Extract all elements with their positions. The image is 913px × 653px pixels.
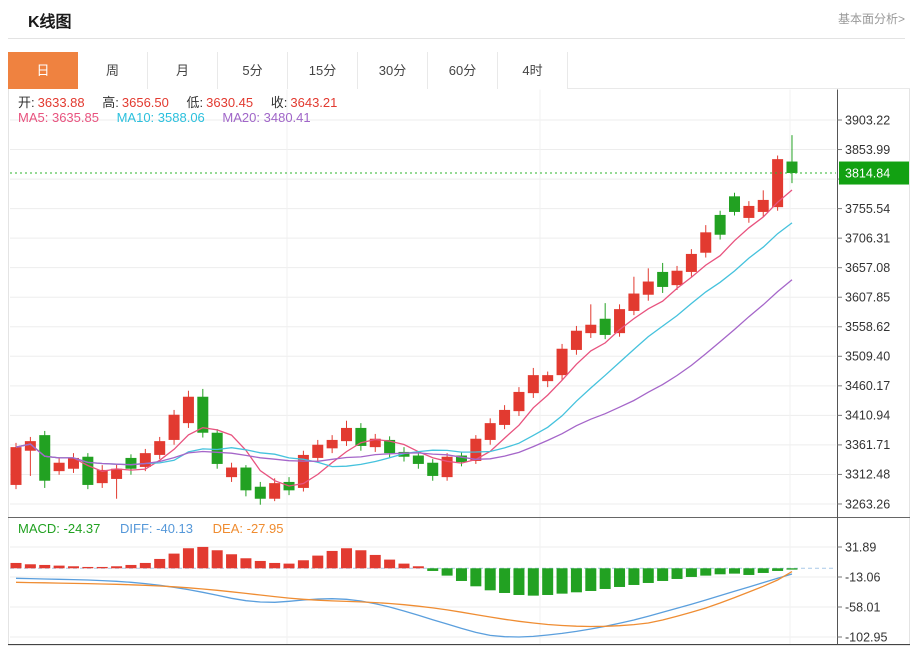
tab-4[interactable]: 15分: [288, 52, 358, 89]
macd-info-row: MACD: -24.37 DIFF: -40.13 DEA: -27.95: [18, 521, 299, 536]
high-value: 3656.50: [121, 95, 169, 110]
high-group: 高: 3656.50: [102, 95, 169, 110]
diff-group: DIFF: -40.13: [120, 521, 193, 536]
close-value: 3643.21: [290, 95, 338, 110]
ma-info-row: MA5: 3635.85 MA10: 3588.06 MA20: 3480.41: [18, 110, 325, 125]
tab-2[interactable]: 月: [148, 52, 218, 89]
tab-3[interactable]: 5分: [218, 52, 288, 89]
tab-5[interactable]: 30分: [358, 52, 428, 89]
ma20-group: MA20: 3480.41: [222, 110, 310, 125]
ma20-label: MA20:: [222, 110, 260, 125]
dea-value: -27.95: [246, 521, 284, 536]
low-group: 低: 3630.45: [187, 95, 254, 110]
title-divider: [8, 38, 905, 39]
open-value: 3633.88: [37, 95, 85, 110]
dea-label: DEA:: [212, 521, 243, 536]
fundamental-analysis-link[interactable]: 基本面分析>: [837, 12, 905, 26]
close-label: 收:: [270, 95, 288, 110]
ma10-group: MA10: 3588.06: [117, 110, 205, 125]
diff-label: DIFF:: [120, 521, 153, 536]
macd-value: -24.37: [63, 521, 101, 536]
ma20-value: 3480.41: [263, 110, 311, 125]
low-value: 3630.45: [206, 95, 254, 110]
close-group: 收: 3643.21: [271, 95, 338, 110]
chart-widget: [8, 52, 910, 646]
diff-value: -40.13: [156, 521, 194, 536]
ma5-group: MA5: 3635.85: [18, 110, 99, 125]
interval-tabbar: 日周月 5分 15分 30分 60分 4时: [8, 52, 910, 89]
open-label: 开:: [18, 95, 35, 110]
ma10-label: MA10:: [116, 110, 155, 125]
ma10-value: 3588.06: [157, 110, 205, 125]
ma5-label: MA5:: [18, 110, 49, 125]
tab-0[interactable]: 日: [8, 52, 78, 89]
tab-1[interactable]: 周: [78, 52, 148, 89]
open-group: 开: 3633.88: [18, 95, 85, 110]
macd-group: MACD: -24.37: [18, 521, 100, 536]
page-title: K线图: [28, 14, 72, 31]
tab-6[interactable]: 60分: [428, 52, 498, 89]
high-label: 高:: [102, 95, 119, 110]
tab-7[interactable]: 4时: [498, 52, 568, 89]
macd-label: MACD:: [18, 521, 60, 536]
low-label: 低:: [186, 95, 204, 110]
ma5-value: 3635.85: [51, 110, 99, 125]
dea-group: DEA: -27.95: [213, 521, 284, 536]
ohlc-info-row: 开: 3633.88 高: 3656.50 低: 3630.45 收: 3643.21: [18, 92, 351, 111]
